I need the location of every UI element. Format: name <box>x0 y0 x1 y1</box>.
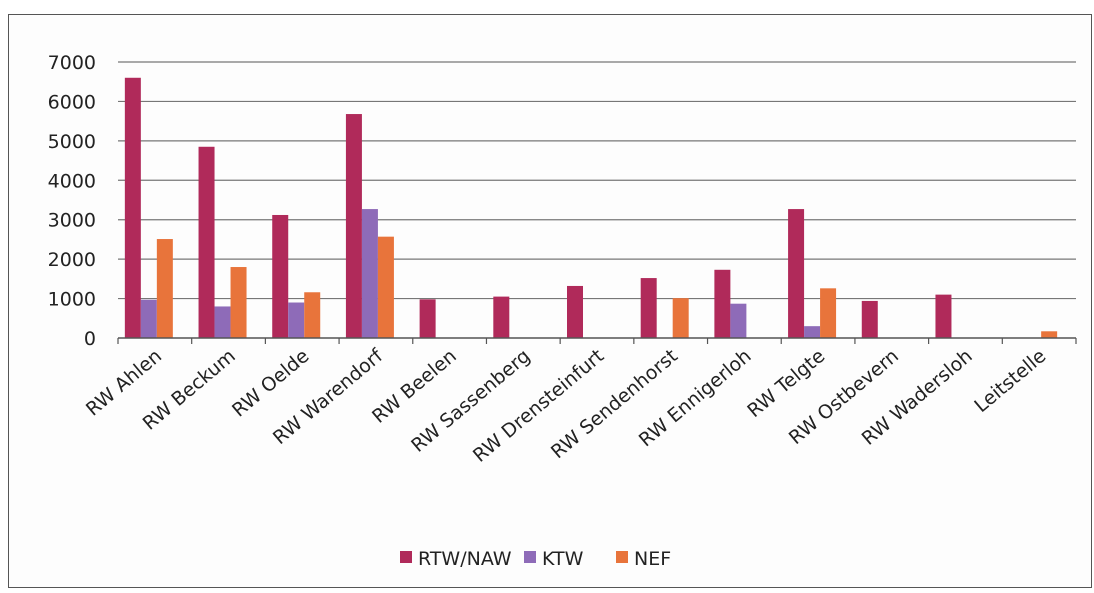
chart-frame <box>8 14 1092 588</box>
bar-nef <box>672 298 689 338</box>
legend-swatch <box>524 551 536 563</box>
y-tick-label: 4000 <box>48 170 96 192</box>
bar-rtw-naw <box>345 114 362 338</box>
x-axis <box>117 337 1077 344</box>
bar-nef <box>156 239 173 338</box>
bar-ktw <box>730 303 747 338</box>
y-tick-label: 3000 <box>48 210 96 232</box>
legend: RTW/NAW KTW NEF <box>400 548 671 570</box>
y-tick-label: 6000 <box>48 91 96 113</box>
bar-rtw-naw <box>935 294 952 338</box>
bar-nef <box>304 292 321 338</box>
x-tick-label: RW Drensteinfurt <box>469 345 608 467</box>
bar-nef <box>377 236 394 338</box>
legend-label: RTW/NAW <box>418 548 512 570</box>
bar-ktw <box>214 306 231 338</box>
bar-rtw-naw <box>124 77 141 339</box>
bar-rtw-naw <box>640 278 657 338</box>
legend-label: NEF <box>634 548 671 570</box>
gridlines <box>118 61 1076 300</box>
y-tick-label: 2000 <box>48 249 96 271</box>
bar-ktw <box>804 326 821 338</box>
bar-rtw-naw <box>567 285 583 338</box>
bar-ktw <box>361 209 378 338</box>
bar-rtw-naw <box>493 296 510 338</box>
legend-label: KTW <box>542 548 584 570</box>
bar-rtw-naw <box>198 146 215 338</box>
bar-rtw-naw <box>788 209 805 338</box>
bar-rtw-naw <box>419 299 436 338</box>
y-tick-label: 1000 <box>48 289 96 311</box>
y-tick-label: 7000 <box>48 52 96 74</box>
legend-swatch <box>616 551 628 563</box>
bar-rtw-naw <box>272 214 289 338</box>
bar-nef <box>1041 331 1058 338</box>
y-tick-label: 5000 <box>48 131 96 153</box>
x-tick-label: Leitstelle <box>970 345 1050 417</box>
bar-nef <box>230 267 247 338</box>
bars <box>124 77 1058 339</box>
legend-swatch <box>400 551 412 563</box>
bar-ktw <box>140 299 157 338</box>
y-tick-label: 0 <box>84 328 96 350</box>
bar-rtw-naw <box>714 269 731 338</box>
y-axis-ticks: 0 1000 2000 3000 4000 5000 6000 7000 <box>48 52 96 350</box>
bar-rtw-naw <box>861 300 878 338</box>
bar-ktw <box>288 302 305 338</box>
x-tick-label: RW Sendenhorst <box>547 345 682 463</box>
bar-nef <box>820 288 837 338</box>
